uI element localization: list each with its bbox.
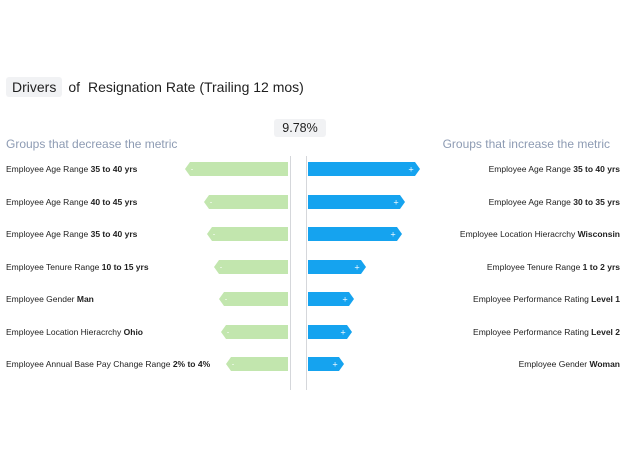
increase-bar[interactable]: + (308, 292, 354, 306)
plus-icon: + (408, 166, 414, 174)
plus-icon: + (354, 263, 360, 271)
plus-icon: + (390, 231, 396, 239)
attribute-name: Employee Age Range (488, 164, 574, 174)
increase-group-label[interactable]: Employee Gender Woman (519, 358, 620, 370)
decrease-bar[interactable]: - (221, 324, 288, 339)
attribute-value: Wisconsin (577, 229, 620, 239)
increase-bar[interactable]: + (308, 194, 405, 209)
increase-bar-shape (308, 194, 405, 209)
decrease-group-label[interactable]: Employee Age Range 35 to 40 yrs (6, 228, 137, 240)
title-connector: of (68, 79, 81, 95)
plus-icon: + (332, 361, 338, 369)
attribute-name: Employee Location Hieracrchy (459, 229, 578, 239)
increase-group-label[interactable]: Employee Tenure Range 1 to 2 yrs (487, 261, 620, 273)
increase-group-label[interactable]: Employee Performance Rating Level 2 (473, 326, 620, 338)
increase-bar[interactable]: + (308, 324, 352, 339)
attribute-value: 35 to 40 yrs (573, 164, 620, 174)
attribute-value: Man (76, 294, 94, 304)
decrease-group-label[interactable]: Employee Tenure Range 10 to 15 yrs (6, 261, 149, 273)
decrease-bar-shape (219, 292, 288, 306)
attribute-name: Employee Performance Rating (473, 294, 592, 304)
decrease-bar[interactable]: - (204, 194, 288, 209)
attribute-name: Employee Location Hieracrchy (6, 326, 124, 337)
minus-icon: - (213, 231, 216, 239)
attribute-name: Employee Age Range (488, 196, 574, 207)
decrease-bar-shape (207, 227, 288, 241)
increase-bar-shape (308, 162, 420, 176)
decrease-group-title: Groups that decrease the metric (6, 137, 178, 151)
attribute-name: Employee Age Range (6, 196, 91, 207)
increase-group-title: Groups that increase the metric (442, 137, 610, 151)
attribute-value: Ohio (123, 326, 143, 337)
decrease-group-label[interactable]: Employee Age Range 35 to 40 yrs (6, 163, 137, 175)
chart-title-row: Drivers of Resignation Rate (Trailing 12… (6, 77, 304, 97)
attribute-value: Level 1 (591, 294, 620, 304)
plus-icon: + (342, 296, 348, 304)
baseline-value: 9.78% (274, 119, 326, 137)
metric-chip[interactable]: Drivers (6, 77, 63, 97)
increase-bar-shape (308, 227, 402, 241)
attribute-name: Employee Tenure Range (486, 261, 583, 272)
increase-bar[interactable]: + (308, 357, 344, 371)
decrease-bar-shape (185, 162, 288, 176)
increase-group-label[interactable]: Employee Performance Rating Level 1 (473, 293, 620, 305)
left-axis-line (290, 156, 291, 390)
minus-icon: - (232, 361, 235, 369)
decrease-bar[interactable]: - (185, 162, 288, 176)
attribute-name: Employee Age Range (6, 229, 91, 239)
minus-icon: - (210, 198, 213, 206)
decrease-group-label[interactable]: Employee Age Range 40 to 45 yrs (6, 196, 137, 208)
minus-icon: - (191, 166, 194, 174)
plus-icon: + (393, 198, 399, 206)
minus-icon: - (225, 296, 228, 304)
attribute-value: 40 to 45 yrs (90, 196, 138, 207)
decrease-group-label[interactable]: Employee Annual Base Pay Change Range 2%… (6, 358, 210, 370)
plus-icon: + (340, 328, 346, 336)
decrease-bar-shape (226, 357, 288, 371)
increase-bar[interactable]: + (308, 259, 366, 274)
increase-group-label[interactable]: Employee Location Hieracrchy Wisconsin (460, 228, 620, 240)
increase-bar-shape (308, 324, 352, 339)
minus-icon: - (220, 263, 223, 271)
attribute-value: Woman (589, 359, 620, 369)
increase-bar-shape (308, 357, 344, 371)
decrease-bar[interactable]: - (207, 227, 288, 241)
decrease-bar-shape (221, 324, 288, 339)
increase-bar[interactable]: + (308, 162, 420, 176)
attribute-name: Employee Tenure Range (6, 261, 102, 272)
decrease-bar[interactable]: - (219, 292, 288, 306)
increase-group-label[interactable]: Employee Age Range 35 to 40 yrs (489, 163, 620, 175)
attribute-value: 35 to 40 yrs (90, 229, 138, 239)
increase-group-label[interactable]: Employee Age Range 30 to 35 yrs (489, 196, 620, 208)
attribute-value: Level 2 (591, 326, 620, 337)
attribute-name: Employee Performance Rating (473, 326, 592, 337)
attribute-value: 2% to 4% (172, 359, 211, 369)
attribute-name: Employee Age Range (6, 164, 91, 174)
decrease-bar[interactable]: - (226, 357, 288, 371)
attribute-value: 30 to 35 yrs (573, 196, 620, 207)
metric-title[interactable]: Resignation Rate (Trailing 12 mos) (88, 79, 304, 95)
right-axis-line (306, 156, 307, 390)
attribute-name: Employee Annual Base Pay Change Range (6, 359, 173, 369)
decrease-bar-shape (204, 194, 288, 209)
decrease-group-label[interactable]: Employee Gender Man (6, 293, 94, 305)
increase-bar-shape (308, 259, 366, 274)
decrease-bar-shape (214, 259, 288, 274)
attribute-value: 10 to 15 yrs (101, 261, 149, 272)
decrease-bar[interactable]: - (214, 259, 288, 274)
decrease-group-label[interactable]: Employee Location Hieracrchy Ohio (6, 326, 143, 338)
minus-icon: - (227, 328, 230, 336)
increase-bar[interactable]: + (308, 227, 402, 241)
attribute-name: Employee Gender (6, 294, 77, 304)
attribute-value: 35 to 40 yrs (90, 164, 138, 174)
attribute-name: Employee Gender (518, 359, 590, 369)
attribute-value: 1 to 2 yrs (582, 261, 620, 272)
increase-bar-shape (308, 292, 354, 306)
